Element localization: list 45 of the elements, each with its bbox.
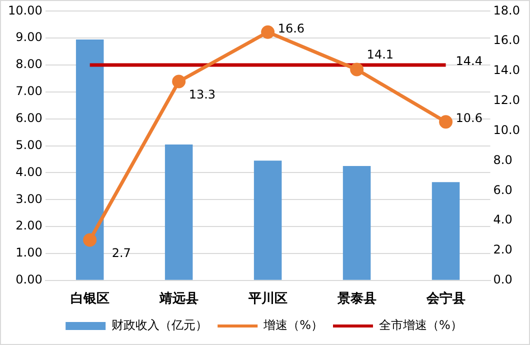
y-tick-label: 5.00: [16, 138, 42, 152]
y2-tick-label: 10.0: [493, 122, 520, 137]
y-tick-label: 4.00: [16, 164, 42, 179]
bar: [76, 39, 104, 280]
legend-label: 全市增速（%）: [379, 318, 462, 332]
legend-label: 财政收入（亿元）: [112, 318, 208, 332]
y-tick-label: 10.00: [8, 3, 42, 18]
x-tick-label: 靖远县: [158, 292, 198, 307]
y2-tick-label: 4.0: [493, 212, 512, 227]
x-tick-label: 白银区: [70, 292, 110, 307]
x-tick-label: 会宁县: [425, 290, 466, 307]
point: [350, 62, 364, 76]
bar: [254, 160, 282, 280]
x-tick-label: 景泰县: [336, 292, 376, 307]
y2-tick-label: 16.0: [493, 33, 520, 48]
y2-tick-label: 6.0: [493, 182, 512, 197]
data-label: 16.6: [278, 21, 305, 36]
y2-tick-label: 8.0: [493, 152, 512, 167]
y-tick-label: 7.00: [16, 84, 42, 98]
point: [83, 233, 97, 247]
x-tick-label: 平川区: [247, 292, 288, 307]
y-tick-label: 1.00: [16, 246, 42, 260]
y2-tick-label: 2.0: [493, 242, 512, 257]
y2-tick-label: 0.0: [493, 272, 512, 287]
point: [172, 74, 186, 88]
y-tick-label: 0.00: [16, 272, 42, 287]
y2-tick-label: 18.0: [493, 3, 520, 18]
point: [261, 25, 275, 39]
bar: [342, 166, 371, 280]
data-label: 2.7: [112, 246, 131, 260]
y-tick-label: 6.00: [16, 111, 42, 126]
legend-label: 增速（%）: [262, 318, 324, 332]
point: [439, 115, 453, 129]
data-label: 14.1: [366, 48, 394, 62]
data-label: 13.3: [188, 88, 216, 102]
y-tick-label: 8.00: [16, 57, 42, 72]
y-tick-label: 2.00: [16, 218, 42, 233]
y-tick-label: 3.00: [16, 192, 42, 206]
data-label: 10.6: [456, 110, 483, 125]
bar: [432, 182, 460, 280]
y-tick-label: 9.00: [16, 30, 42, 44]
y2-tick-label: 14.0: [493, 63, 520, 78]
bar: [164, 144, 193, 280]
data-label: 14.4: [456, 54, 483, 68]
y2-tick-label: 12.0: [493, 93, 520, 108]
